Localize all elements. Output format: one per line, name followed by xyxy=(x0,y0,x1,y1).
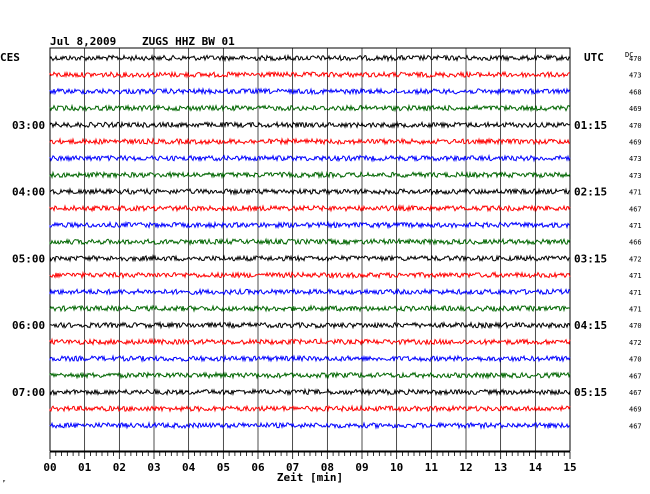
left-hour-label: 03:00 xyxy=(12,119,45,132)
seismogram-trace xyxy=(49,404,571,413)
right-hour-label: 02:15 xyxy=(574,186,607,199)
x-tick-label: 07 xyxy=(286,461,299,474)
corner-mark: ᴾ xyxy=(2,479,6,487)
dc-value: 470 xyxy=(629,356,642,364)
seismogram-trace xyxy=(49,304,571,313)
chart-date: Jul 8,2009 xyxy=(50,35,116,48)
seismogram-trace xyxy=(49,204,571,213)
dc-values: 470 473 468 469 470 469 473 473 471 467 471 466 472 4… xyxy=(629,55,642,430)
x-tick-label: 04 xyxy=(182,461,196,474)
right-hour-label: 03:15 xyxy=(574,252,607,265)
dc-value: 471 xyxy=(629,189,642,197)
dc-value: 470 xyxy=(629,55,642,63)
dc-value: 471 xyxy=(629,289,642,297)
minute-grid xyxy=(84,48,536,452)
dc-value: 473 xyxy=(629,172,642,180)
seismogram-trace xyxy=(49,270,571,280)
x-tick-label: 00 xyxy=(43,461,56,474)
seismogram-trace xyxy=(49,187,571,196)
seismogram-trace xyxy=(49,220,571,230)
seismogram-trace xyxy=(49,53,571,63)
hour-labels: 03:00 01:15 04:00 02:15 05:00 03:15 06:00 04:15… xyxy=(12,119,607,399)
seismogram-trace xyxy=(49,370,571,380)
left-timezone-label: CES xyxy=(0,51,20,64)
dc-value: 473 xyxy=(629,72,642,80)
x-tick-label: 05 xyxy=(217,461,230,474)
left-hour-label: 05:00 xyxy=(12,252,45,265)
x-tick-label: 03 xyxy=(147,461,160,474)
dc-value: 467 xyxy=(629,205,642,213)
dc-value: 468 xyxy=(629,88,642,96)
seismogram-trace xyxy=(49,153,571,163)
seismogram-trace xyxy=(49,137,571,146)
dc-value: 473 xyxy=(629,155,642,163)
x-tick-label: 02 xyxy=(113,461,126,474)
x-tick-label: 12 xyxy=(459,461,472,474)
seismogram-trace xyxy=(49,87,571,96)
seismogram-trace xyxy=(49,421,571,430)
seismogram-trace xyxy=(49,287,571,296)
seismogram-trace xyxy=(49,120,571,129)
dc-value: 467 xyxy=(629,422,642,430)
seismogram-trace xyxy=(49,320,571,330)
right-hour-label: 05:15 xyxy=(574,386,607,399)
right-hour-label: 01:15 xyxy=(574,119,607,132)
seismogram-trace xyxy=(49,103,571,113)
right-timezone-label: UTC xyxy=(584,51,604,64)
plot-frame xyxy=(49,47,571,452)
chart-station: ZUGS HHZ BW 01 xyxy=(142,35,235,48)
dc-label: DC xyxy=(625,51,633,59)
x-tick-label: 08 xyxy=(321,461,334,474)
seismogram-trace xyxy=(49,387,571,397)
dc-value: 469 xyxy=(629,406,642,414)
dc-value: 469 xyxy=(629,139,642,147)
dc-value: 472 xyxy=(629,255,642,263)
x-tick-label: 09 xyxy=(355,461,368,474)
left-hour-label: 07:00 xyxy=(12,386,45,399)
x-tick-label: 11 xyxy=(425,461,439,474)
dc-value: 466 xyxy=(629,239,642,247)
seismogram-trace xyxy=(49,170,571,180)
x-axis-label: Zeit [min] xyxy=(277,471,343,484)
x-tick-label: 14 xyxy=(529,461,543,474)
x-tick-label: 10 xyxy=(390,461,403,474)
dc-value: 471 xyxy=(629,222,642,230)
x-tick-label: 01 xyxy=(78,461,92,474)
left-hour-label: 06:00 xyxy=(12,319,45,332)
dc-value: 467 xyxy=(629,389,642,397)
dc-value: 471 xyxy=(629,306,642,314)
dc-value: 470 xyxy=(629,122,642,130)
dc-value: 472 xyxy=(629,339,642,347)
seismogram-trace xyxy=(49,70,570,79)
dc-value: 467 xyxy=(629,372,642,380)
dc-value: 470 xyxy=(629,322,642,330)
seismogram-trace xyxy=(49,354,571,363)
dc-value: 471 xyxy=(629,272,642,280)
left-hour-label: 04:00 xyxy=(12,186,45,199)
seismogram-trace xyxy=(49,337,571,347)
seismogram-trace xyxy=(49,254,571,263)
x-tick-label: 13 xyxy=(494,461,507,474)
dc-value: 469 xyxy=(629,105,642,113)
x-tick-label: 06 xyxy=(251,461,265,474)
traces xyxy=(49,53,571,430)
x-tick-label: 15 xyxy=(563,461,576,474)
seismogram-trace xyxy=(49,237,571,246)
x-axis: 00 01 02 03 04 05 06 07 08 09 10 11 12 13 14 15 xyxy=(43,451,577,474)
right-hour-label: 04:15 xyxy=(574,319,607,332)
